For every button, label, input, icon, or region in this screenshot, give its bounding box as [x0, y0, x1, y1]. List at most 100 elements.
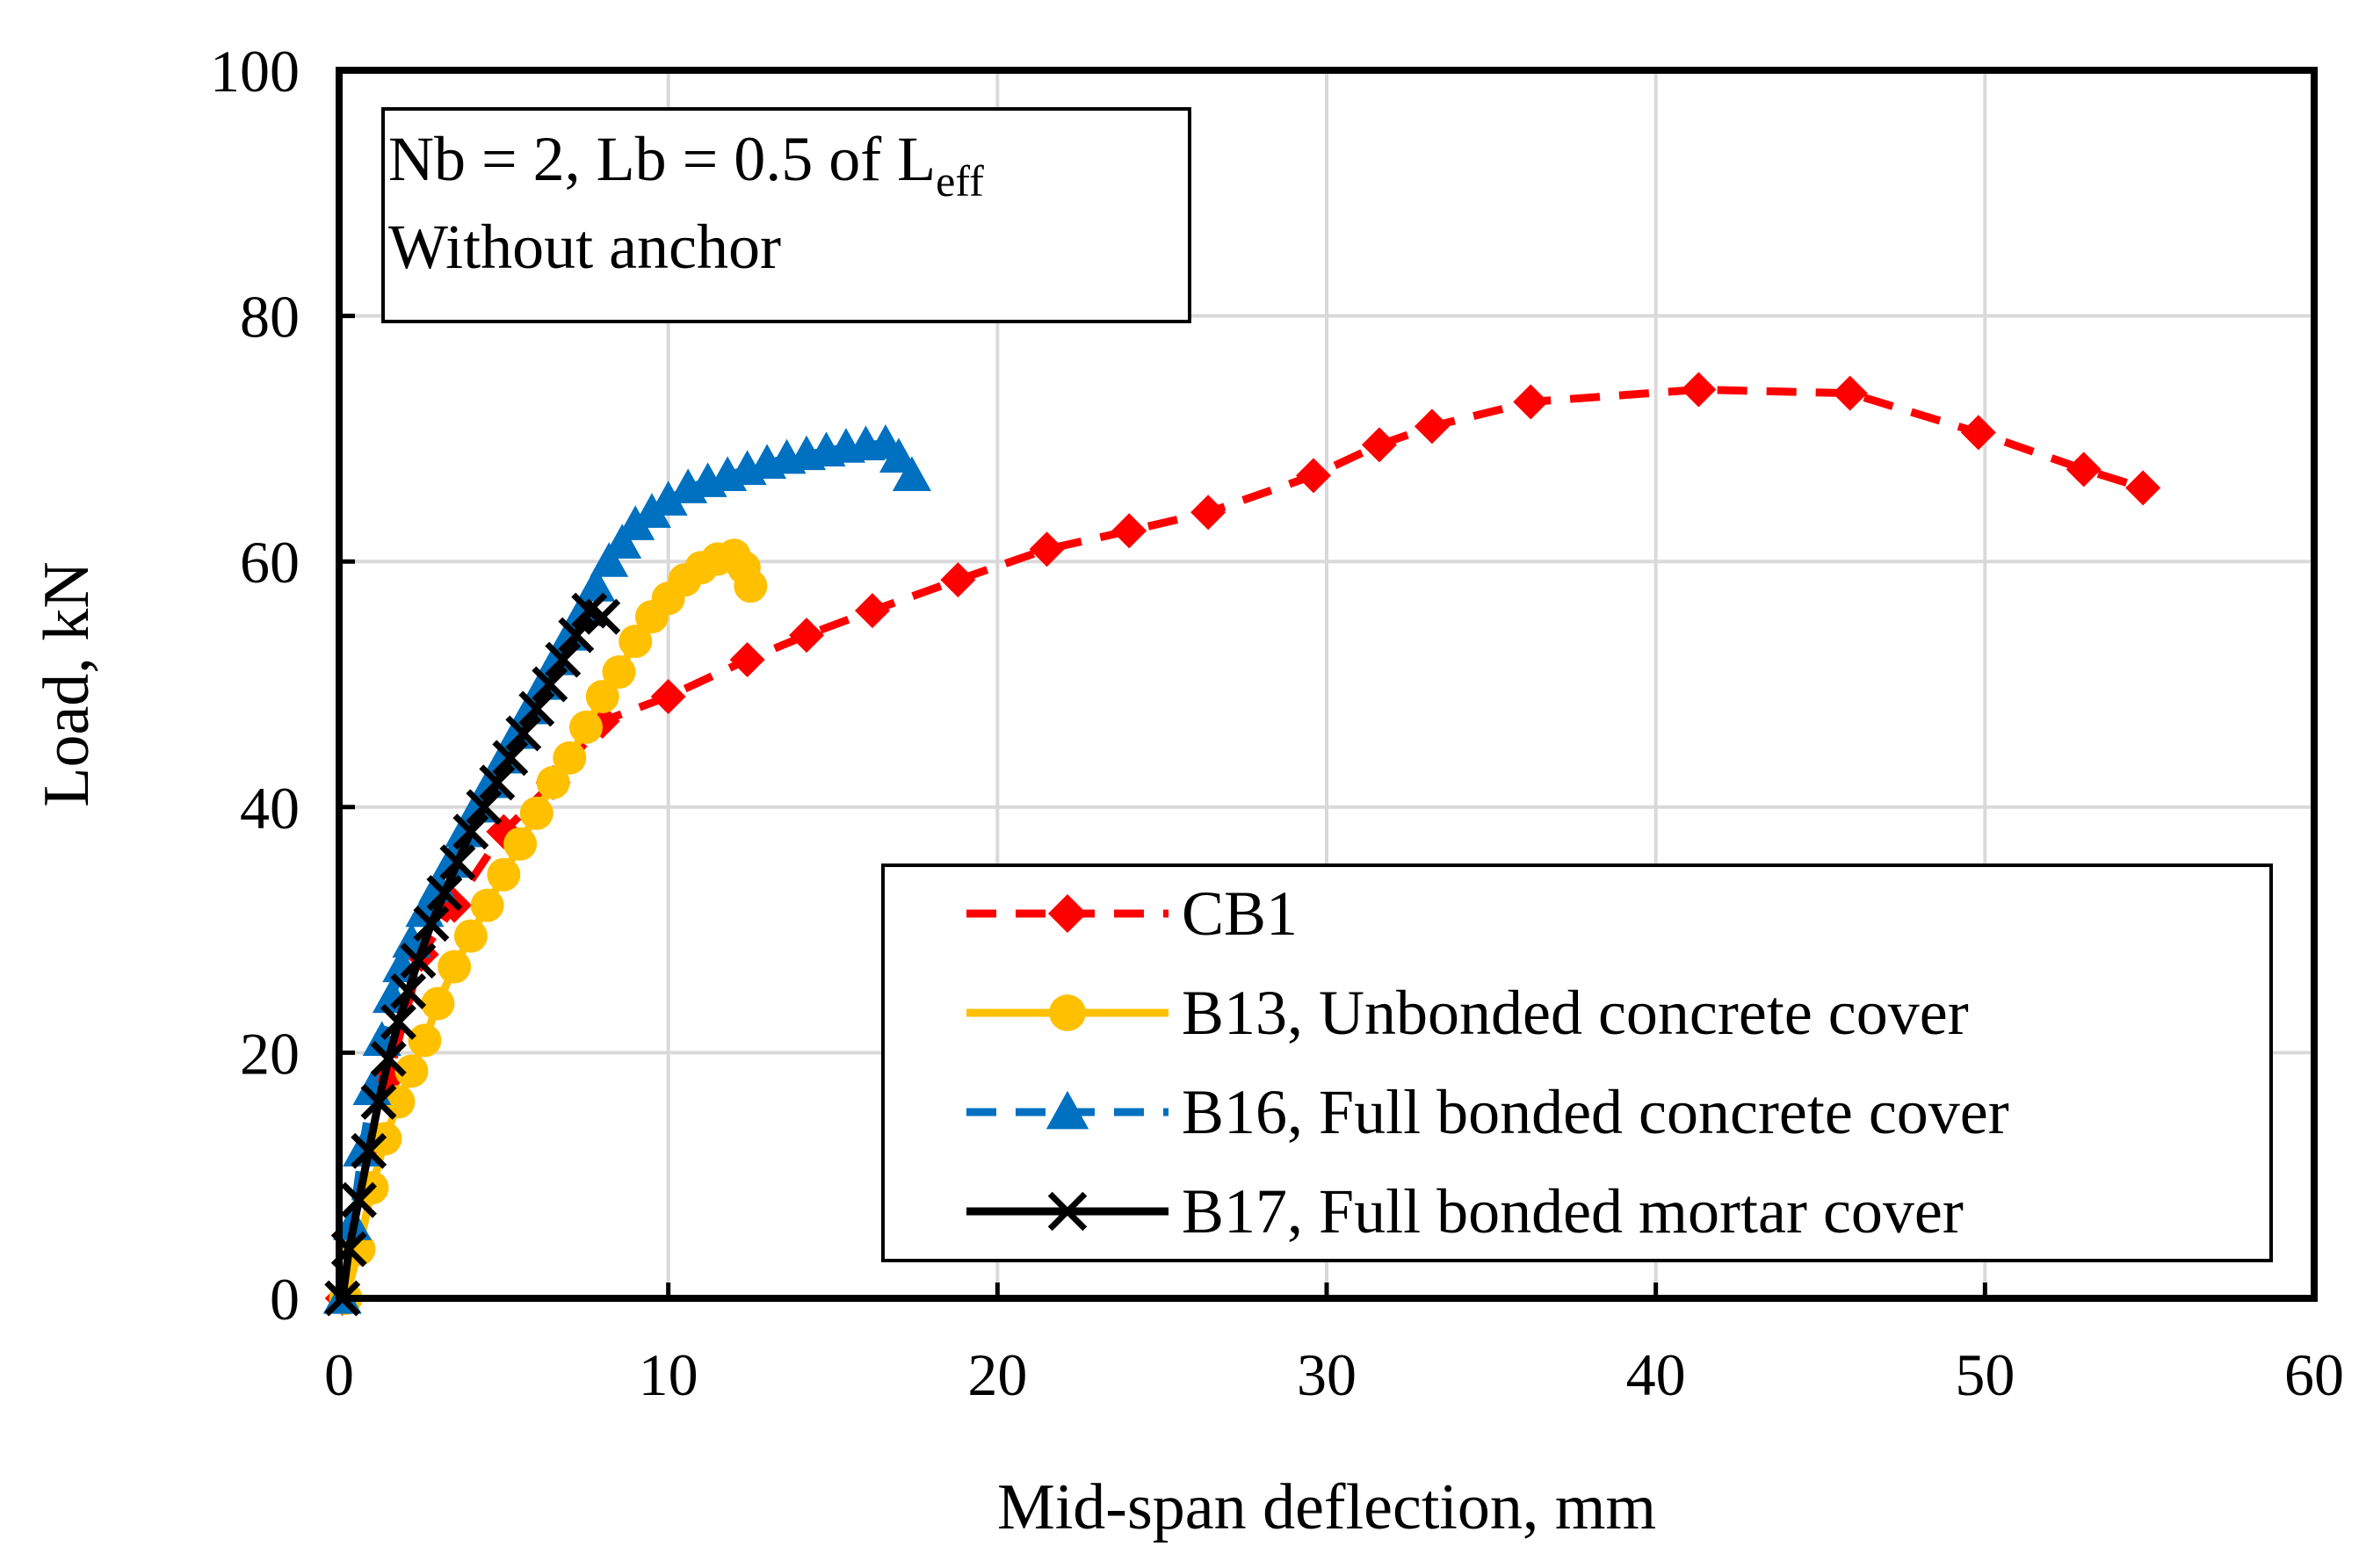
data-point: [360, 1083, 397, 1120]
x-marker-stroke: [413, 906, 450, 943]
x-marker-stroke: [492, 740, 529, 777]
annotation-line-2: Without anchor: [388, 212, 781, 282]
data-point: [1111, 513, 1147, 549]
legend-frame: [881, 863, 2273, 1262]
x-tick-label: 60: [2284, 1341, 2344, 1408]
data-point: [576, 567, 616, 602]
data-point: [1190, 495, 1226, 531]
data-point: [370, 1040, 407, 1077]
y-tick-label: 40: [240, 775, 300, 842]
data-point: [519, 796, 554, 830]
data-point: [603, 524, 642, 559]
data-point: [380, 1003, 416, 1040]
x-tick-label: 10: [639, 1341, 698, 1408]
legend-item-3: B16, Full bonded concrete cover: [966, 1077, 2009, 1147]
x-marker-stroke: [400, 943, 437, 979]
x-marker-stroke: [505, 715, 542, 752]
x-marker-stroke: [479, 764, 516, 801]
x-marker-stroke: [584, 598, 621, 635]
data-point: [1029, 531, 1065, 567]
annotation-line-1-subscript: eff: [936, 156, 984, 206]
x-marker-stroke: [1047, 1191, 1088, 1232]
y-tick-label: 80: [240, 284, 300, 350]
data-point: [584, 598, 621, 635]
data-point: [390, 973, 427, 1009]
y-tick-label: 100: [210, 38, 300, 105]
data-point: [505, 715, 542, 752]
data-point: [734, 569, 768, 603]
data-point: [503, 827, 538, 861]
annotation-line-1-main: Nb = 2, Lb = 0.5 of L: [388, 124, 936, 194]
x-marker-stroke: [571, 592, 608, 629]
data-point: [400, 943, 437, 979]
x-marker-stroke: [351, 1132, 387, 1169]
x-marker-stroke: [370, 1040, 407, 1077]
data-point: [729, 642, 765, 678]
legend-item-1: CB1: [966, 878, 1298, 949]
legend: CB1 B13, Unbonded concrete cover B16, Full…: [881, 863, 2273, 1262]
data-point: [1296, 458, 1332, 494]
legend-swatch-marker: [1048, 894, 1087, 933]
data-point: [553, 741, 587, 775]
annotation-frame: [381, 107, 1191, 323]
data-point: [394, 1054, 429, 1088]
data-point: [650, 678, 686, 714]
data-point: [2066, 452, 2102, 488]
y-tick-label: 20: [240, 1020, 300, 1087]
axis-ticks: 0 10 20 30 40 50 60 0 20 40 60 80 100: [210, 38, 2344, 1408]
data-point: [492, 740, 529, 777]
data-point: [518, 690, 555, 727]
data-point: [590, 542, 629, 577]
x-marker-stroke: [439, 844, 476, 881]
data-point: [1414, 408, 1450, 444]
data-point: [1960, 415, 1996, 451]
legend-swatch-marker: [1049, 994, 1086, 1031]
legend-label: B16, Full bonded concrete cover: [1182, 1077, 2009, 1147]
data-point: [648, 481, 688, 516]
x-tick-label: 30: [1297, 1341, 1357, 1408]
legend-item-4: B17, Full bonded mortar cover: [966, 1176, 1964, 1246]
legend-label: B17, Full bonded mortar cover: [1182, 1176, 1964, 1246]
data-point: [619, 625, 653, 659]
y-axis-title: Load, kN: [31, 561, 103, 807]
data-point: [558, 617, 595, 654]
data-point: [940, 562, 976, 598]
x-marker-stroke: [380, 1003, 416, 1040]
x-tick-label: 40: [1626, 1341, 1686, 1408]
data-point: [466, 789, 503, 826]
legend-label: B13, Unbonded concrete cover: [1182, 978, 1969, 1048]
legend-swatch-marker: [1047, 1191, 1088, 1232]
legend-item-2: B13, Unbonded concrete cover: [966, 978, 1969, 1048]
data-point: [487, 857, 521, 892]
data-point: [426, 875, 463, 912]
series-line: [338, 385, 2145, 1299]
data-point: [854, 593, 890, 629]
data-point: [479, 764, 516, 801]
data-point: [892, 456, 931, 491]
data-point: [585, 679, 619, 713]
x-marker-stroke: [452, 813, 489, 850]
data-point: [408, 1023, 442, 1058]
data-point: [545, 641, 582, 678]
data-point: [1513, 384, 1549, 420]
legend-swatch-marker: [1046, 1090, 1089, 1130]
data-point: [439, 844, 476, 881]
x-axis-title: Mid-span deflection, mm: [997, 1471, 1656, 1543]
data-point: [341, 1181, 377, 1218]
x-tick-label: 0: [324, 1341, 354, 1408]
data-point: [789, 618, 825, 654]
y-tick-label: 0: [270, 1266, 300, 1333]
x-tick-label: 50: [1955, 1341, 2015, 1408]
y-tick-label: 60: [240, 529, 300, 596]
data-point: [453, 919, 488, 953]
data-point: [413, 906, 450, 943]
data-point: [1681, 372, 1717, 408]
x-marker-stroke: [390, 973, 427, 1009]
data-point: [452, 813, 489, 850]
x-marker-stroke: [360, 1083, 397, 1120]
x-marker-stroke: [545, 641, 582, 678]
data-point: [532, 666, 568, 703]
data-point: [470, 888, 504, 922]
data-point: [2125, 470, 2161, 506]
